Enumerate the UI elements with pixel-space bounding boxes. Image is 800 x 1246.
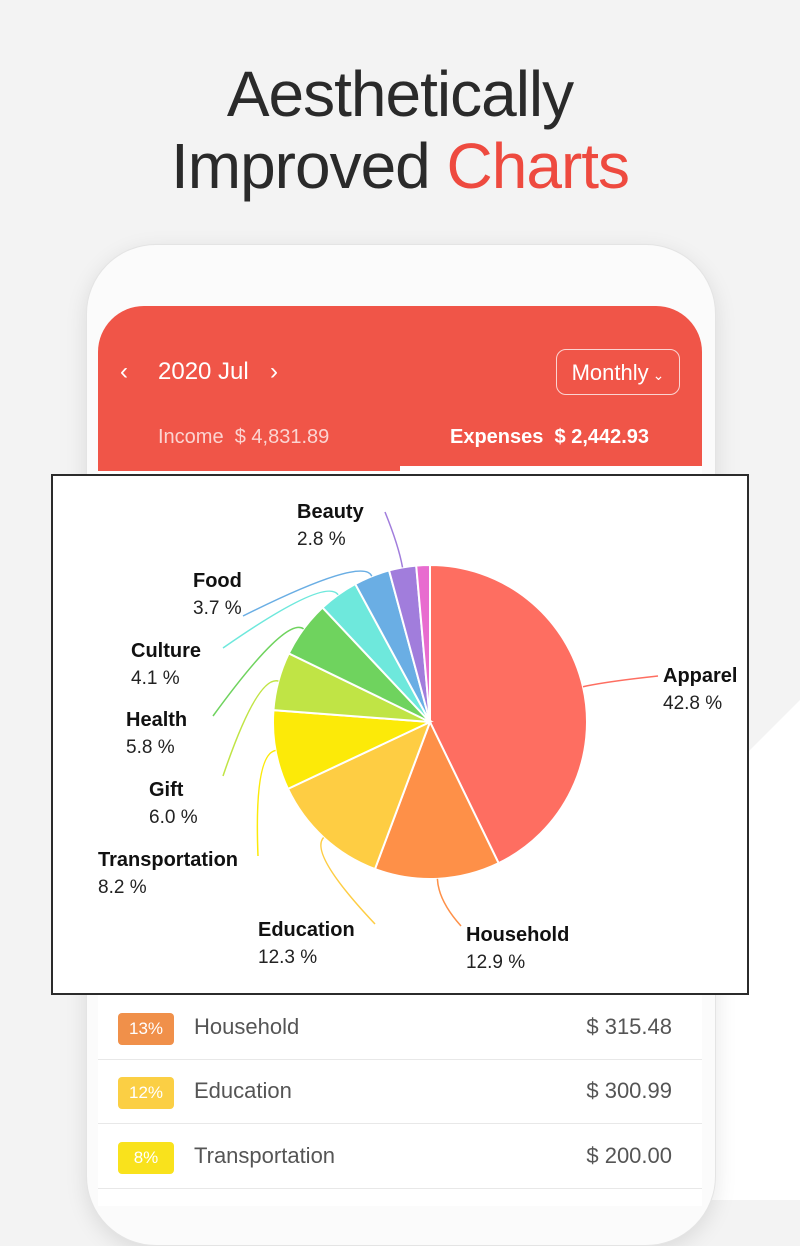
pie-slice-apparel[interactable] (429, 563, 588, 865)
stats-header: ‹ 2020 Jul › Monthly ⌄ Income $ 4,831.89 … (98, 306, 702, 471)
slice-value-label: 42.8 % (663, 693, 722, 714)
amount-value: $ 200.00 (586, 1143, 672, 1168)
slice-label: Food (193, 570, 242, 592)
slice-label: Apparel (663, 665, 737, 687)
list-item[interactable]: 8% Transportation $ 200.00 (98, 1125, 702, 1189)
headline-accent: Charts (446, 130, 630, 202)
leader-line (222, 590, 339, 649)
pie-slice-other[interactable] (415, 563, 431, 723)
expenses-label: Expenses (450, 426, 544, 448)
income-value: $ 4,831.89 (234, 426, 330, 448)
pie-chart-card: Apparel 42.8 % Household 12.9 % Education 12.… (51, 474, 749, 995)
active-tab-indicator (400, 466, 702, 471)
leader-line (384, 511, 404, 568)
headline-line-1: Aesthetically (226, 58, 574, 130)
leader-line (256, 749, 276, 857)
slice-value-label: 12.3 % (258, 947, 317, 968)
slice-label: Beauty (297, 501, 365, 523)
slice-label: Education (258, 919, 355, 941)
slice-label: Household (466, 924, 569, 946)
slice-value-label: 6.0 % (149, 807, 198, 828)
slice-label: Gift (149, 779, 184, 801)
amount-value: $ 315.48 (586, 1014, 672, 1039)
slice-value-label: 3.7 % (193, 598, 242, 619)
chevron-left-icon[interactable]: ‹ (120, 358, 128, 385)
leader-line (212, 626, 305, 717)
expenses-value: $ 2,442.93 (554, 426, 650, 448)
slice-value-label: 12.9 % (466, 952, 525, 973)
slice-label: Transportation (98, 849, 238, 871)
chevron-right-icon[interactable]: › (270, 358, 278, 385)
month-label: 2020 Jul (158, 358, 249, 385)
leader-line (582, 675, 659, 688)
tab-expenses[interactable]: Expenses $ 2,442.93 (450, 426, 649, 449)
income-label: Income (158, 426, 224, 448)
slice-value-label: 8.2 % (98, 877, 147, 898)
leader-line (222, 680, 279, 777)
slice-label: Culture (131, 640, 201, 662)
list-item[interactable]: 12% Education $ 300.99 (98, 1060, 702, 1124)
list-item[interactable]: 13% Household $ 315.48 (98, 996, 702, 1060)
pie-slice-household[interactable] (373, 719, 500, 880)
leader-line (242, 570, 373, 617)
slice-label: Health (126, 709, 187, 731)
category-label: Education (194, 1078, 292, 1103)
slice-value-label: 2.8 % (297, 529, 346, 550)
headline: Aesthetically Improved Charts (0, 58, 800, 202)
headline-plain: Improved (170, 130, 447, 202)
slice-value-label: 5.8 % (126, 737, 175, 758)
pie-chart: Apparel 42.8 % Household 12.9 % Education 12.… (98, 501, 737, 973)
tab-income[interactable]: Income $ 4,831.89 (158, 426, 329, 449)
leader-line (436, 878, 462, 927)
amount-value: $ 300.99 (586, 1078, 672, 1103)
category-label: Household (194, 1014, 300, 1039)
slice-value-label: 4.1 % (131, 668, 180, 689)
period-dropdown-label: Monthly (571, 360, 649, 385)
pie-slice-education[interactable] (286, 720, 432, 871)
percent-badge: 13% (118, 1013, 174, 1045)
percent-badge: 8% (118, 1142, 174, 1174)
headline-line-2: Improved Charts (0, 130, 800, 202)
leader-line (320, 836, 376, 925)
category-label: Transportation (194, 1143, 336, 1168)
period-dropdown[interactable]: Monthly ⌄ (556, 349, 680, 395)
chevron-down-icon: ⌄ (652, 367, 665, 383)
percent-badge: 12% (118, 1077, 174, 1109)
